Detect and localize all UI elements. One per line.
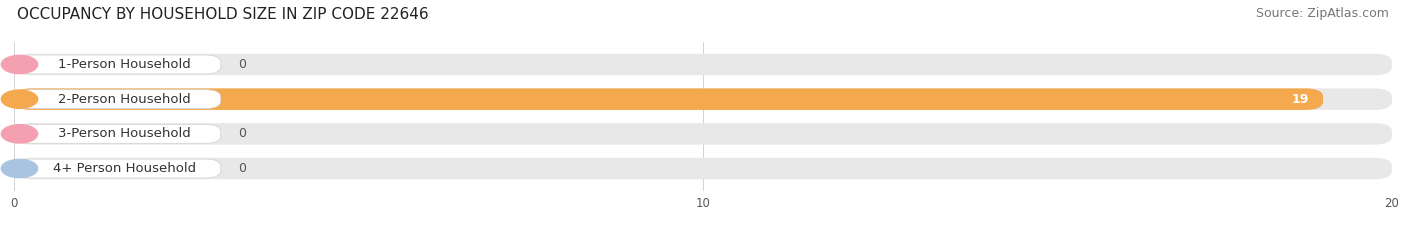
Text: OCCUPANCY BY HOUSEHOLD SIZE IN ZIP CODE 22646: OCCUPANCY BY HOUSEHOLD SIZE IN ZIP CODE … <box>17 7 429 22</box>
Text: Source: ZipAtlas.com: Source: ZipAtlas.com <box>1256 7 1389 20</box>
Text: 19: 19 <box>1292 93 1309 106</box>
Circle shape <box>1 125 38 143</box>
FancyBboxPatch shape <box>14 123 1392 145</box>
Text: 0: 0 <box>238 127 246 140</box>
FancyBboxPatch shape <box>14 54 1392 75</box>
Text: 4+ Person Household: 4+ Person Household <box>53 162 195 175</box>
Text: 0: 0 <box>238 58 246 71</box>
Circle shape <box>1 55 38 74</box>
Text: 3-Person Household: 3-Person Household <box>58 127 191 140</box>
Circle shape <box>1 90 38 108</box>
Text: 0: 0 <box>238 162 246 175</box>
FancyBboxPatch shape <box>14 159 221 178</box>
FancyBboxPatch shape <box>14 55 221 74</box>
FancyBboxPatch shape <box>14 158 1392 179</box>
Circle shape <box>1 159 38 178</box>
Text: 2-Person Household: 2-Person Household <box>58 93 191 106</box>
FancyBboxPatch shape <box>14 88 1392 110</box>
FancyBboxPatch shape <box>14 90 221 109</box>
Text: 1-Person Household: 1-Person Household <box>58 58 191 71</box>
FancyBboxPatch shape <box>14 88 1323 110</box>
FancyBboxPatch shape <box>14 124 221 143</box>
